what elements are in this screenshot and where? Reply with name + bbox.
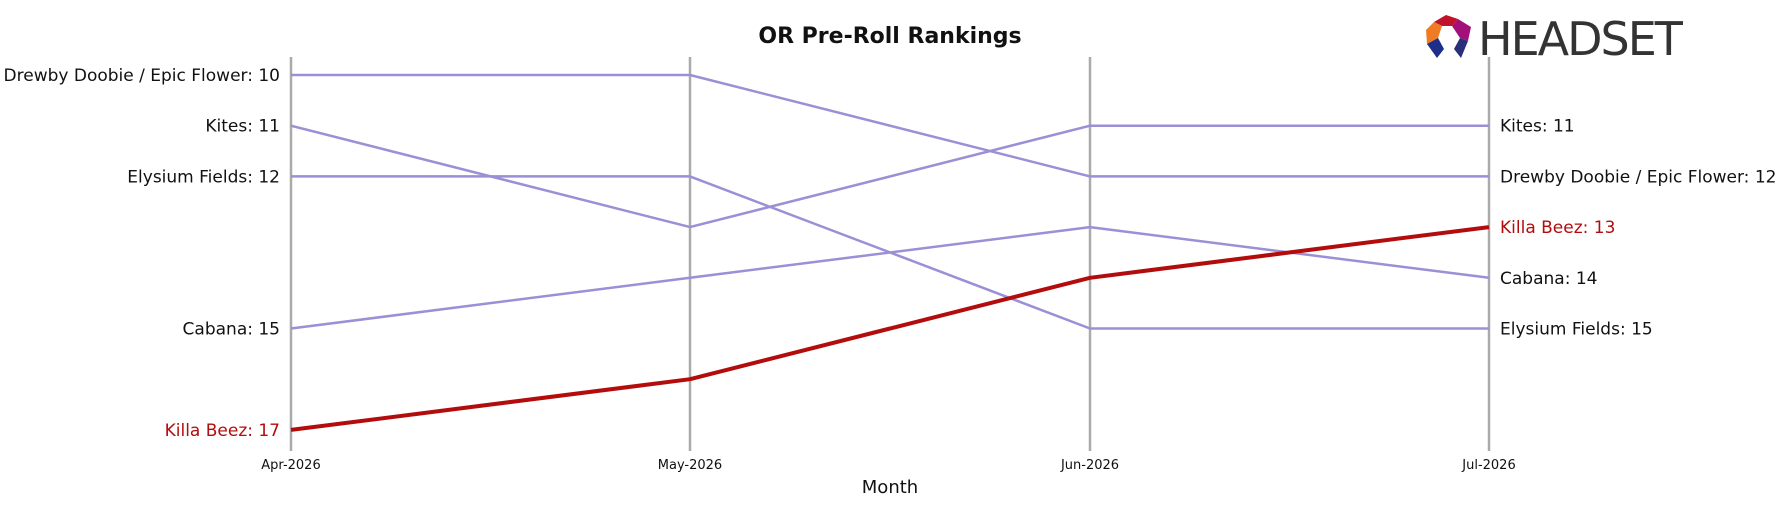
gridlines xyxy=(289,57,1491,451)
rank-label: Kites: 11 xyxy=(205,117,280,137)
right-rank-labels: Kites: 11 Drewby Doobie / Epic Flower: 12… xyxy=(1500,117,1776,340)
rank-label: Elysium Fields: 15 xyxy=(1500,320,1653,340)
x-tick-labels: Apr-2026 May-2026 Jun-2026 Jul-2026 xyxy=(261,458,1515,473)
x-tick-label: Jun-2026 xyxy=(1060,458,1119,473)
rank-label: Cabana: 15 xyxy=(183,320,280,340)
rank-label: Drewby Doobie / Epic Flower: 12 xyxy=(1500,167,1776,187)
series-line-cabana xyxy=(290,225,1490,330)
rank-label: Drewby Doobie / Epic Flower: 10 xyxy=(4,66,280,86)
chart-title: OR Pre-Roll Rankings xyxy=(758,24,1021,49)
logo-text: HEADSET xyxy=(1478,12,1684,66)
series-line-killa-beez xyxy=(290,225,1490,432)
rank-label: Cabana: 14 xyxy=(1500,269,1597,289)
x-tick-label: May-2026 xyxy=(658,458,722,473)
series-line-drewby-doobie-epic-flower xyxy=(291,73,1489,178)
rank-label: Elysium Fields: 12 xyxy=(127,167,280,187)
x-axis-label: Month xyxy=(862,477,918,498)
rank-label: Kites: 11 xyxy=(1500,117,1575,137)
x-tick-label: Apr-2026 xyxy=(261,458,320,473)
x-tick-label: Jul-2026 xyxy=(1461,458,1515,473)
series-lines xyxy=(290,73,1490,432)
left-rank-labels: Drewby Doobie / Epic Flower: 10 Kites: 11… xyxy=(4,66,280,441)
headset-logo: HEADSET xyxy=(1426,12,1686,66)
rank-label: Killa Beez: 17 xyxy=(165,421,280,441)
rank-label: Killa Beez: 13 xyxy=(1500,218,1615,238)
headset-logo-icon xyxy=(1426,15,1471,58)
